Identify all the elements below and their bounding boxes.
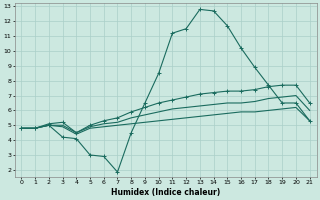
- X-axis label: Humidex (Indice chaleur): Humidex (Indice chaleur): [111, 188, 220, 197]
